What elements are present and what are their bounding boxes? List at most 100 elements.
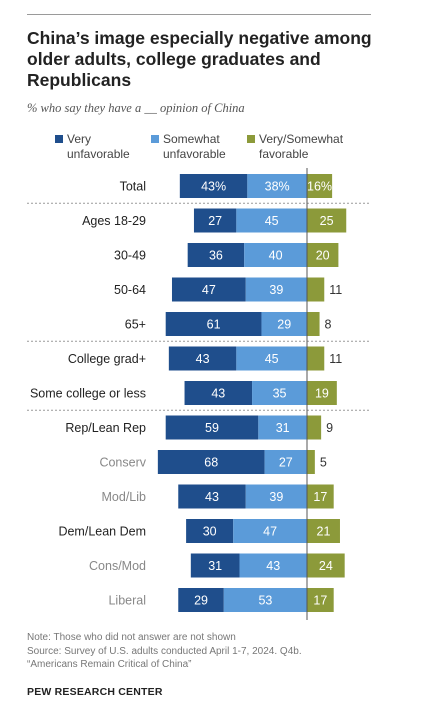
value-label-favorable: 16%: [307, 180, 332, 194]
value-label-favorable: 20: [316, 249, 330, 263]
value-label-favorable: 17: [313, 490, 327, 504]
bar-favorable: [307, 381, 337, 405]
legend-swatch-somewhat-unfavorable: [151, 135, 159, 143]
value-label-somewhat-unfavorable: 47: [263, 525, 277, 539]
bar-very-unfavorable: [179, 174, 248, 198]
legend-label-line1: Somewhat: [163, 132, 220, 146]
bar-favorable: [307, 553, 345, 578]
bar-very-unfavorable: [178, 484, 246, 509]
value-label-very-unfavorable: 43: [211, 387, 225, 401]
value-label-very-unfavorable: 61: [207, 318, 221, 332]
value-label-very-unfavorable: 47: [202, 283, 216, 297]
row-label: Rep/Lean Rep: [65, 421, 146, 435]
bar-very-unfavorable: [165, 415, 259, 440]
bar-very-unfavorable: [184, 381, 253, 405]
value-label-favorable: 11: [329, 352, 342, 366]
legend-swatch-very-unfavorable: [55, 135, 63, 143]
value-label-somewhat-unfavorable: 40: [269, 249, 283, 263]
value-label-very-unfavorable: 36: [209, 249, 223, 263]
value-label-favorable: 19: [315, 387, 329, 401]
legend-swatch-favorable: [247, 135, 255, 143]
value-label-somewhat-unfavorable: 29: [277, 318, 291, 332]
value-label-somewhat-unfavorable: 39: [269, 490, 283, 504]
bar-somewhat-unfavorable: [245, 484, 307, 509]
bar-somewhat-unfavorable: [245, 277, 307, 302]
value-label-favorable: 25: [320, 214, 334, 228]
value-label-very-unfavorable: 43: [196, 352, 210, 366]
bar-somewhat-unfavorable: [247, 174, 307, 198]
value-label-favorable: 17: [313, 594, 327, 608]
value-label-very-unfavorable: 68: [204, 456, 218, 470]
value-label-favorable: 21: [317, 525, 331, 539]
bar-favorable: [307, 484, 334, 509]
value-label-somewhat-unfavorable: 31: [276, 421, 290, 435]
bar-favorable: [307, 519, 340, 543]
value-label-somewhat-unfavorable: 43: [266, 559, 280, 573]
row-label: Cons/Mod: [89, 559, 146, 573]
value-label-somewhat-unfavorable: 53: [258, 594, 272, 608]
top-rule: [27, 14, 371, 15]
legend-label-line2: unfavorable: [163, 147, 226, 161]
row-label: Some college or less: [30, 387, 146, 401]
bar-very-unfavorable: [157, 450, 265, 474]
bar-favorable: [307, 174, 333, 198]
value-label-very-unfavorable: 43%: [201, 180, 226, 194]
value-label-somewhat-unfavorable: 45: [265, 214, 279, 228]
row-label: Liberal: [108, 594, 146, 608]
value-label-somewhat-unfavorable: 35: [273, 387, 287, 401]
bar-very-unfavorable: [186, 519, 234, 543]
bar-favorable: [307, 277, 325, 302]
value-label-favorable: 11: [329, 283, 342, 297]
bar-very-unfavorable: [178, 588, 224, 612]
row-label: Mod/Lib: [102, 490, 147, 504]
value-label-very-unfavorable: 29: [194, 594, 208, 608]
row-label: Conserv: [99, 456, 146, 470]
bar-very-unfavorable: [190, 553, 240, 578]
bar-favorable: [307, 208, 347, 233]
bar-somewhat-unfavorable: [264, 450, 307, 474]
org-name: PEW RESEARCH CENTER: [27, 686, 163, 698]
chart-source-title: “Americans Remain Critical of China”: [27, 659, 192, 670]
bar-very-unfavorable: [171, 277, 246, 302]
row-label: 50-64: [114, 283, 146, 297]
row-label: Ages 18-29: [82, 214, 146, 228]
value-label-very-unfavorable: 31: [208, 559, 222, 573]
bar-somewhat-unfavorable: [233, 519, 307, 543]
bar-favorable: [307, 450, 315, 474]
bar-favorable: [307, 415, 322, 440]
row-label: Dem/Lean Dem: [58, 525, 146, 539]
value-label-favorable: 8: [325, 318, 332, 332]
row-label: 65+: [125, 318, 146, 332]
bar-somewhat-unfavorable: [244, 243, 307, 267]
bar-somewhat-unfavorable: [223, 588, 307, 612]
value-label-very-unfavorable: 30: [203, 525, 217, 539]
bar-very-unfavorable: [193, 208, 237, 233]
value-label-favorable: 9: [326, 421, 333, 435]
row-label: College grad+: [68, 352, 146, 366]
value-label-very-unfavorable: 43: [205, 490, 219, 504]
bar-very-unfavorable: [187, 243, 245, 267]
bar-somewhat-unfavorable: [261, 312, 307, 336]
row-label: Total: [120, 180, 146, 194]
bar-favorable: [307, 243, 339, 267]
legend-label-line1: Very/Somewhat: [259, 132, 344, 146]
chart-subtitle: % who say they have a __ opinion of Chin…: [27, 101, 245, 115]
legend-label-line2: favorable: [259, 147, 309, 161]
value-label-very-unfavorable: 59: [205, 421, 219, 435]
bar-favorable: [307, 312, 320, 336]
chart-title: China’s image especially negative among …: [27, 28, 372, 90]
value-label-somewhat-unfavorable: 38%: [265, 180, 290, 194]
value-label-somewhat-unfavorable: 27: [279, 456, 293, 470]
value-label-favorable: 5: [320, 456, 327, 470]
bar-very-unfavorable: [168, 346, 237, 371]
value-label-somewhat-unfavorable: 39: [269, 283, 283, 297]
legend-label-line1: Very: [67, 132, 92, 146]
chart-source: Source: Survey of U.S. adults conducted …: [27, 646, 302, 657]
bar-somewhat-unfavorable: [236, 208, 307, 233]
value-label-favorable: 24: [319, 559, 333, 573]
value-label-somewhat-unfavorable: 45: [265, 352, 279, 366]
value-label-very-unfavorable: 27: [208, 214, 222, 228]
chart-note: Note: Those who did not answer are not s…: [27, 632, 236, 643]
bar-very-unfavorable: [165, 312, 262, 336]
